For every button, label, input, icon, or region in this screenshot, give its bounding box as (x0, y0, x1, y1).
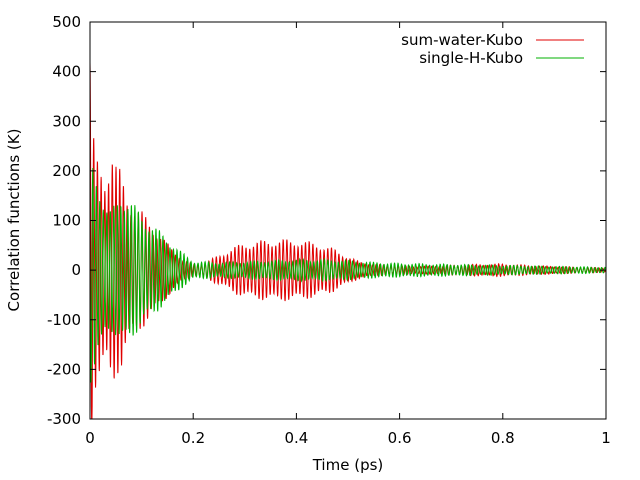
y-tick-label: 0 (71, 261, 81, 279)
y-tick-label: -200 (47, 360, 81, 378)
plot-lines (89, 62, 607, 420)
y-tick-label: -300 (47, 410, 81, 428)
series-line-single-h-kubo (89, 168, 607, 383)
y-tick-label: 200 (52, 162, 81, 180)
x-axis-label: Time (ps) (312, 456, 384, 474)
y-tick-label: -100 (47, 311, 81, 329)
y-tick-label: 500 (52, 13, 81, 31)
x-tick-label: 0.4 (284, 429, 308, 447)
y-tick-label: 100 (52, 212, 81, 230)
x-tick-label: 0.6 (388, 429, 412, 447)
plot-frame (89, 21, 607, 420)
legend-label: single-H-Kubo (419, 49, 523, 67)
legend-label: sum-water-Kubo (401, 31, 523, 49)
y-axis: -300 -200 -100 0 100 200 300 400 500 (47, 13, 606, 428)
x-tick-label: 0 (85, 429, 95, 447)
x-tick-label: 0.8 (491, 429, 515, 447)
y-tick-label: 400 (52, 63, 81, 81)
y-axis-label: Correlation functions (K) (5, 129, 23, 312)
x-axis: 0 0.2 0.4 0.6 0.8 1 (85, 22, 611, 447)
series-line-sum-water-kubo (89, 62, 607, 420)
x-tick-label: 0.2 (181, 429, 205, 447)
x-tick-label: 1 (601, 429, 611, 447)
y-tick-label: 300 (52, 112, 81, 130)
